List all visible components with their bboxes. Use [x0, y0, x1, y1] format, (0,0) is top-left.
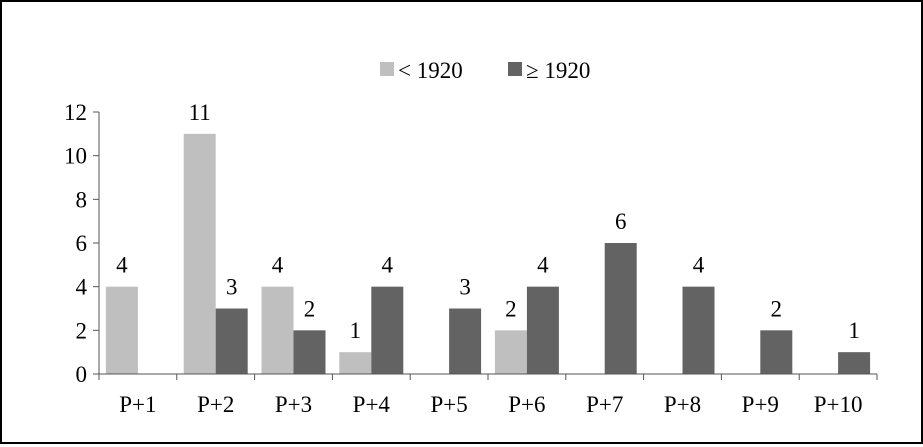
data-label: 4: [693, 253, 705, 278]
bar: [449, 308, 482, 374]
legend-label: ≥ 1920: [526, 58, 590, 83]
data-label: 2: [505, 296, 517, 321]
data-label: 2: [771, 296, 783, 321]
bar: [371, 286, 404, 374]
bar: [838, 352, 871, 374]
x-tick-label: P+7: [586, 392, 623, 417]
data-label: 4: [116, 253, 128, 278]
legend-swatch: [380, 62, 394, 76]
bar: [494, 330, 527, 374]
x-tick-label: P+2: [197, 392, 234, 417]
legend: < 1920 ≥ 1920: [380, 58, 590, 83]
x-tick-label: P+6: [508, 392, 545, 417]
y-tick-label: 4: [76, 275, 88, 300]
data-label: 3: [226, 275, 238, 300]
x-tick-label: P+9: [742, 392, 779, 417]
y-tick-label: 6: [76, 231, 88, 256]
bar: [526, 286, 559, 374]
bar: [261, 286, 294, 374]
legend-swatch: [508, 62, 522, 76]
x-tick-label: P+3: [275, 392, 312, 417]
x-tick-label: P+8: [664, 392, 701, 417]
bar: [760, 330, 793, 374]
y-tick-label: 12: [64, 100, 87, 125]
bar: [339, 352, 372, 374]
data-label: 1: [848, 318, 860, 343]
bar: [682, 286, 715, 374]
data-label: 1: [350, 318, 362, 343]
legend-label: < 1920: [398, 58, 463, 83]
y-axis: 0 2 4 6 8 10 12: [64, 100, 100, 387]
x-tick-label: P+4: [353, 392, 391, 417]
x-tick-label: P+5: [430, 392, 467, 417]
x-tick-label: P+1: [119, 392, 156, 417]
bar: [215, 308, 248, 374]
data-label: 2: [304, 296, 316, 321]
y-tick-label: 8: [76, 187, 88, 212]
bar: [604, 243, 637, 374]
data-label: 4: [382, 253, 394, 278]
data-label: 6: [615, 209, 627, 234]
y-tick-label: 10: [64, 144, 87, 169]
bar: [293, 330, 326, 374]
y-tick-label: 2: [76, 318, 88, 343]
bar: [183, 133, 216, 374]
bar: [105, 286, 138, 374]
data-label: 4: [537, 253, 549, 278]
data-label: 11: [189, 100, 211, 125]
data-label: 3: [459, 275, 471, 300]
x-axis: P+1 P+2 P+3 P+4 P+5 P+6 P+7 P+8 P+9 P+10: [98, 373, 878, 417]
x-tick-label: P+10: [814, 392, 863, 417]
y-tick-label: 0: [76, 362, 88, 387]
data-label: 4: [272, 253, 284, 278]
